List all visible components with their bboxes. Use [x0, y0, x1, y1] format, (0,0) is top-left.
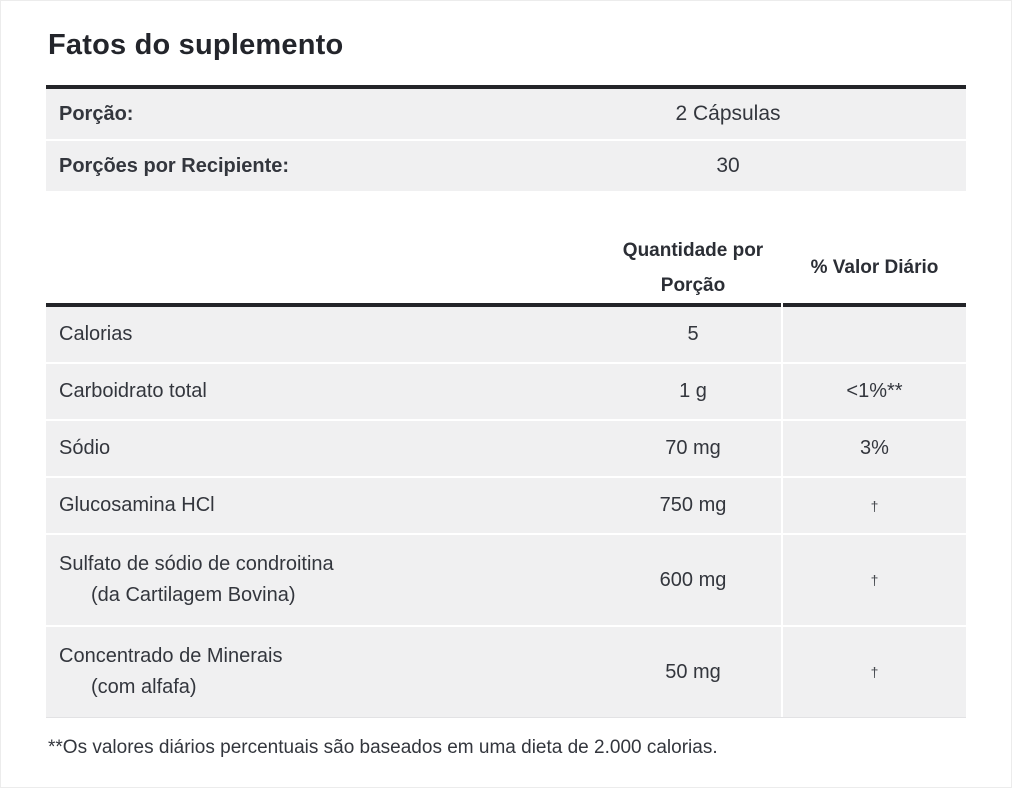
nutrient-daily-value — [783, 307, 966, 363]
nutrient-daily-value: <1%** — [783, 364, 966, 420]
nutrient-amount: 1 g — [679, 380, 707, 403]
nutrient-amount: 600 mg — [659, 568, 727, 591]
nutrient-name-detail: (com alfafa) — [91, 676, 197, 699]
table-row-sodio: Sódio 70 mg 3% — [46, 421, 966, 477]
nutrient-name: Calorias — [59, 323, 133, 346]
table-row-serving-size: Porção: 2 Cápsulas — [46, 89, 966, 139]
nutrient-name: Carboidrato total — [59, 380, 207, 403]
servings-per-container-label: Porções por Recipiente: — [59, 154, 290, 177]
servings-per-container-value: 30 — [716, 154, 740, 177]
page-title: Fatos do suplemento — [48, 29, 344, 61]
daily-value-footnote: **Os valores diários percentuais são bas… — [48, 737, 718, 759]
nutrition-facts-table: Quantidade por Porção % Valor Diário Cal… — [46, 233, 966, 719]
nutrient-name: Concentrado de Minerais — [59, 645, 283, 668]
nutrient-daily-value-dagger: † — [783, 535, 966, 626]
supplement-facts-panel: Fatos do suplemento Porção: 2 Cápsulas P… — [1, 1, 1011, 759]
serving-info-table: Porção: 2 Cápsulas Porções por Recipient… — [46, 85, 966, 191]
nutrient-name: Sódio — [59, 437, 111, 460]
facts-header-row: Quantidade por Porção % Valor Diário — [46, 233, 966, 308]
table-row-servings-per-container: Porções por Recipiente: 30 — [46, 141, 966, 191]
facts-header-left: Quantidade por Porção — [46, 233, 781, 308]
serving-size-value: 2 Cápsulas — [675, 102, 781, 125]
table-row-concentrado-minerais: Concentrado de Minerais (com alfafa) 50 … — [46, 627, 966, 718]
nutrient-amount: 750 mg — [659, 494, 727, 517]
nutrient-name-detail: (da Cartilagem Bovina) — [91, 584, 296, 607]
nutrient-amount: 5 — [687, 323, 699, 346]
nutrient-name: Sulfato de sódio de condroitina — [59, 553, 334, 576]
table-row-carboidrato: Carboidrato total 1 g <1%** — [46, 364, 966, 420]
nutrient-name: Glucosamina HCl — [59, 494, 215, 517]
nutrient-daily-value-dagger: † — [783, 478, 966, 534]
column-header-daily-value: % Valor Diário — [783, 233, 966, 308]
facts-body: Calorias 5 Carboidrato total 1 g <1%** S… — [46, 307, 966, 719]
nutrient-daily-value: 3% — [783, 421, 966, 477]
table-row-sulfato-condroitina: Sulfato de sódio de condroitina (da Cart… — [46, 535, 966, 626]
nutrient-amount: 70 mg — [665, 437, 721, 460]
table-row-glucosamina: Glucosamina HCl 750 mg † — [46, 478, 966, 534]
nutrient-amount: 50 mg — [665, 660, 721, 683]
column-header-amount-per-serving: Quantidade por Porção — [622, 240, 764, 297]
nutrient-daily-value-dagger: † — [783, 627, 966, 718]
serving-size-label: Porção: — [59, 102, 134, 125]
table-row-calorias: Calorias 5 — [46, 307, 966, 363]
